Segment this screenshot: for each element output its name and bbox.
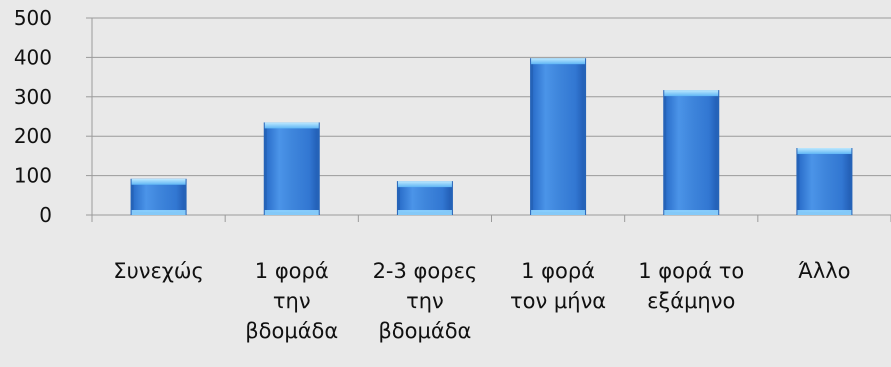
- y-tick-label: 200: [14, 124, 52, 148]
- x-category-label: 1 φορά: [255, 259, 329, 283]
- bar: [796, 148, 853, 215]
- x-category-label: 1 φορά το: [638, 259, 744, 283]
- bar: [263, 122, 320, 215]
- x-category-label: Συνεχώς: [113, 259, 204, 283]
- y-tick-label: 500: [14, 6, 52, 30]
- bar: [530, 58, 587, 215]
- y-tick-label: 100: [14, 164, 52, 188]
- y-tick-label: 300: [14, 85, 52, 109]
- x-category-label: την: [273, 289, 311, 313]
- gridlines: [92, 17, 891, 216]
- x-category-label: την: [406, 289, 444, 313]
- bar: [663, 90, 720, 215]
- bars: [130, 58, 853, 215]
- y-tick-label: 400: [14, 45, 52, 69]
- bar: [396, 181, 453, 215]
- x-category-label: Άλλο: [798, 259, 850, 283]
- x-category-label: βδομάδα: [378, 319, 471, 343]
- x-category-label: 1 φορά: [521, 259, 595, 283]
- x-category-label: εξάμηνο: [647, 289, 735, 313]
- x-category-label: 2-3 φορες: [373, 259, 478, 283]
- x-category-label: τον μήνα: [510, 289, 606, 313]
- axes: [86, 17, 891, 222]
- axis-labels: 0 100 200 300 400 500 Συνεχώς 1 φορά την βδομάδα 2…: [14, 6, 851, 343]
- bar: [130, 178, 187, 215]
- y-tick-label: 0: [39, 203, 52, 227]
- x-category-label: βδομάδα: [245, 319, 338, 343]
